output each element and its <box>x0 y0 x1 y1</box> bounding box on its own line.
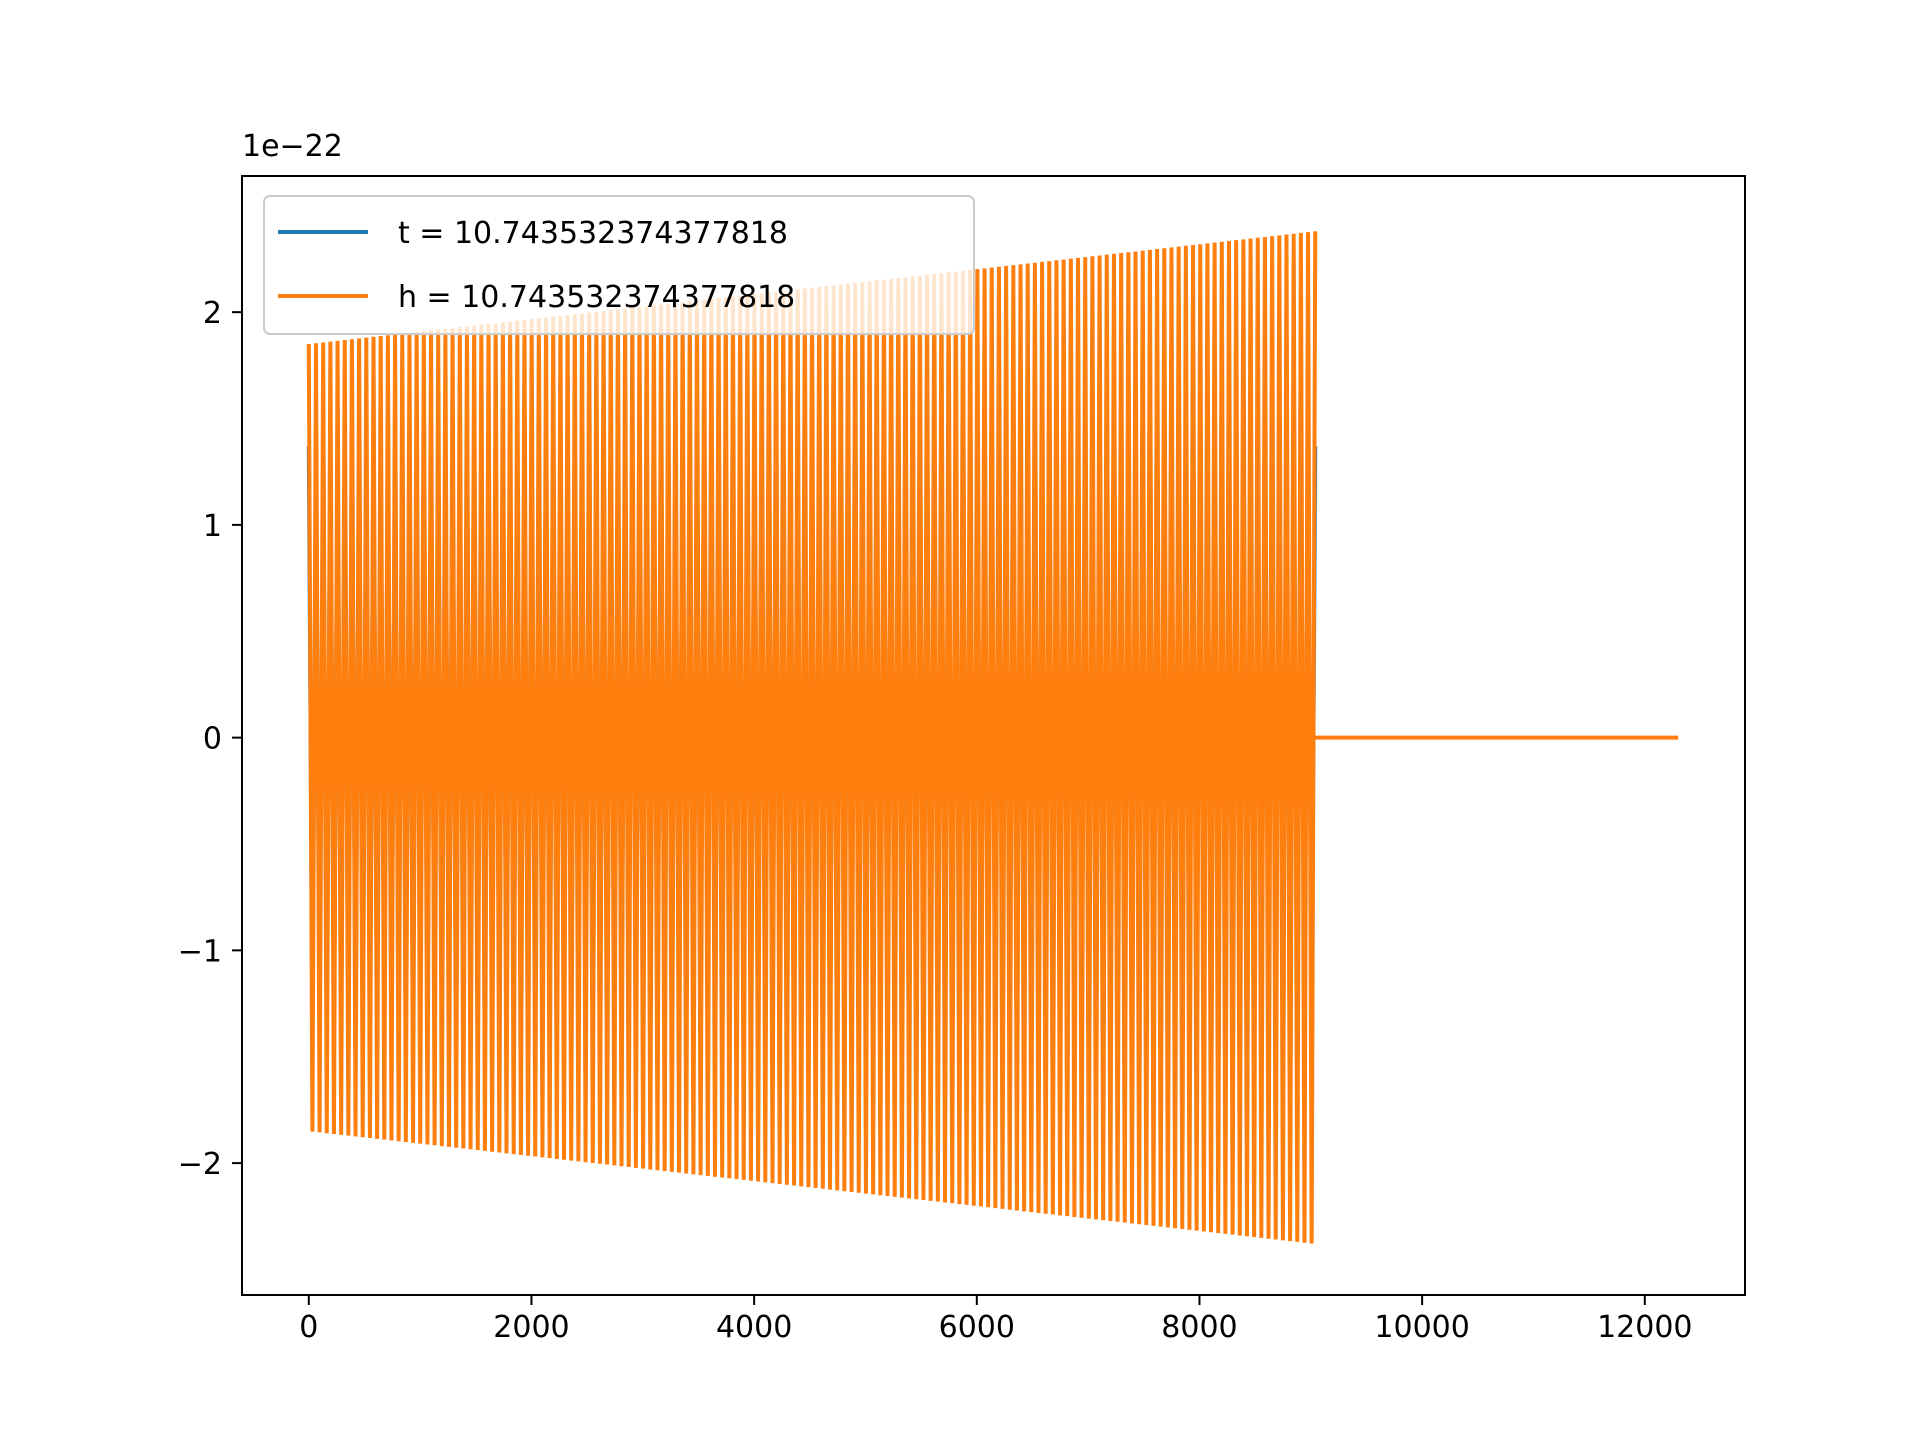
y-tick-label: −2 <box>178 1147 222 1182</box>
x-tick-label: 10000 <box>1374 1310 1469 1345</box>
y-tick-label: 1 <box>203 509 222 544</box>
y-tick-label: 0 <box>203 722 222 757</box>
legend-box <box>263 195 975 335</box>
y-tick-label: −1 <box>178 934 222 969</box>
x-tick-label: 6000 <box>939 1310 1015 1345</box>
legend: t = 10.743532374377818 h = 10.74353237437… <box>263 195 975 335</box>
x-axis: 0 2000 4000 6000 8000 10000 12000 <box>299 1295 1693 1345</box>
y-axis: −2 −1 0 1 2 <box>178 296 242 1182</box>
x-tick-label: 12000 <box>1597 1310 1692 1345</box>
legend-label-1: t = 10.743532374377818 <box>398 216 788 251</box>
y-axis-offset-text: 1e−22 <box>242 129 343 164</box>
legend-label-2: h = 10.743532374377818 <box>398 280 795 315</box>
axes-frame <box>241 175 1746 1296</box>
y-tick-label: 2 <box>203 296 222 331</box>
x-tick-label: 2000 <box>493 1310 569 1345</box>
x-tick-label: 0 <box>299 1310 318 1345</box>
x-tick-label: 4000 <box>716 1310 792 1345</box>
x-tick-label: 8000 <box>1161 1310 1237 1345</box>
